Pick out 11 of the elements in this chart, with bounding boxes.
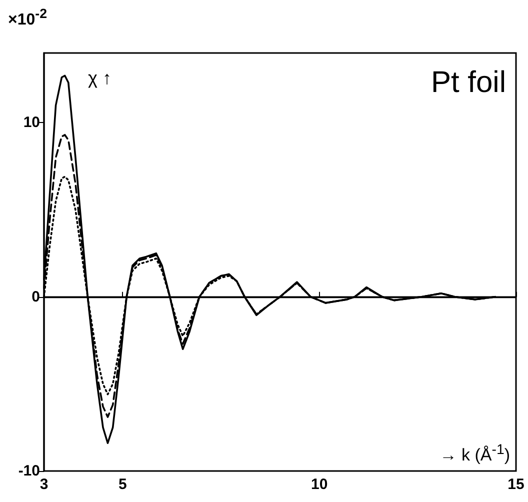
x-tick-label: 15 — [508, 476, 524, 493]
annotation: Pt foil — [430, 66, 506, 100]
y-tick-label: 0 — [32, 288, 40, 306]
x-tick-label: 5 — [118, 476, 127, 493]
x-tick-label: 3 — [40, 476, 48, 493]
text: ×10$^{-2}$ — [8, 6, 47, 30]
x-tick-label: 10 — [310, 476, 328, 493]
y-tick-label: 10 — [23, 114, 40, 132]
x-axis-title: → k (Å$^{-1}$) — [440, 442, 510, 466]
y-axis-title: χ ↑ — [88, 68, 112, 89]
y-tick-label: -10 — [18, 462, 40, 480]
